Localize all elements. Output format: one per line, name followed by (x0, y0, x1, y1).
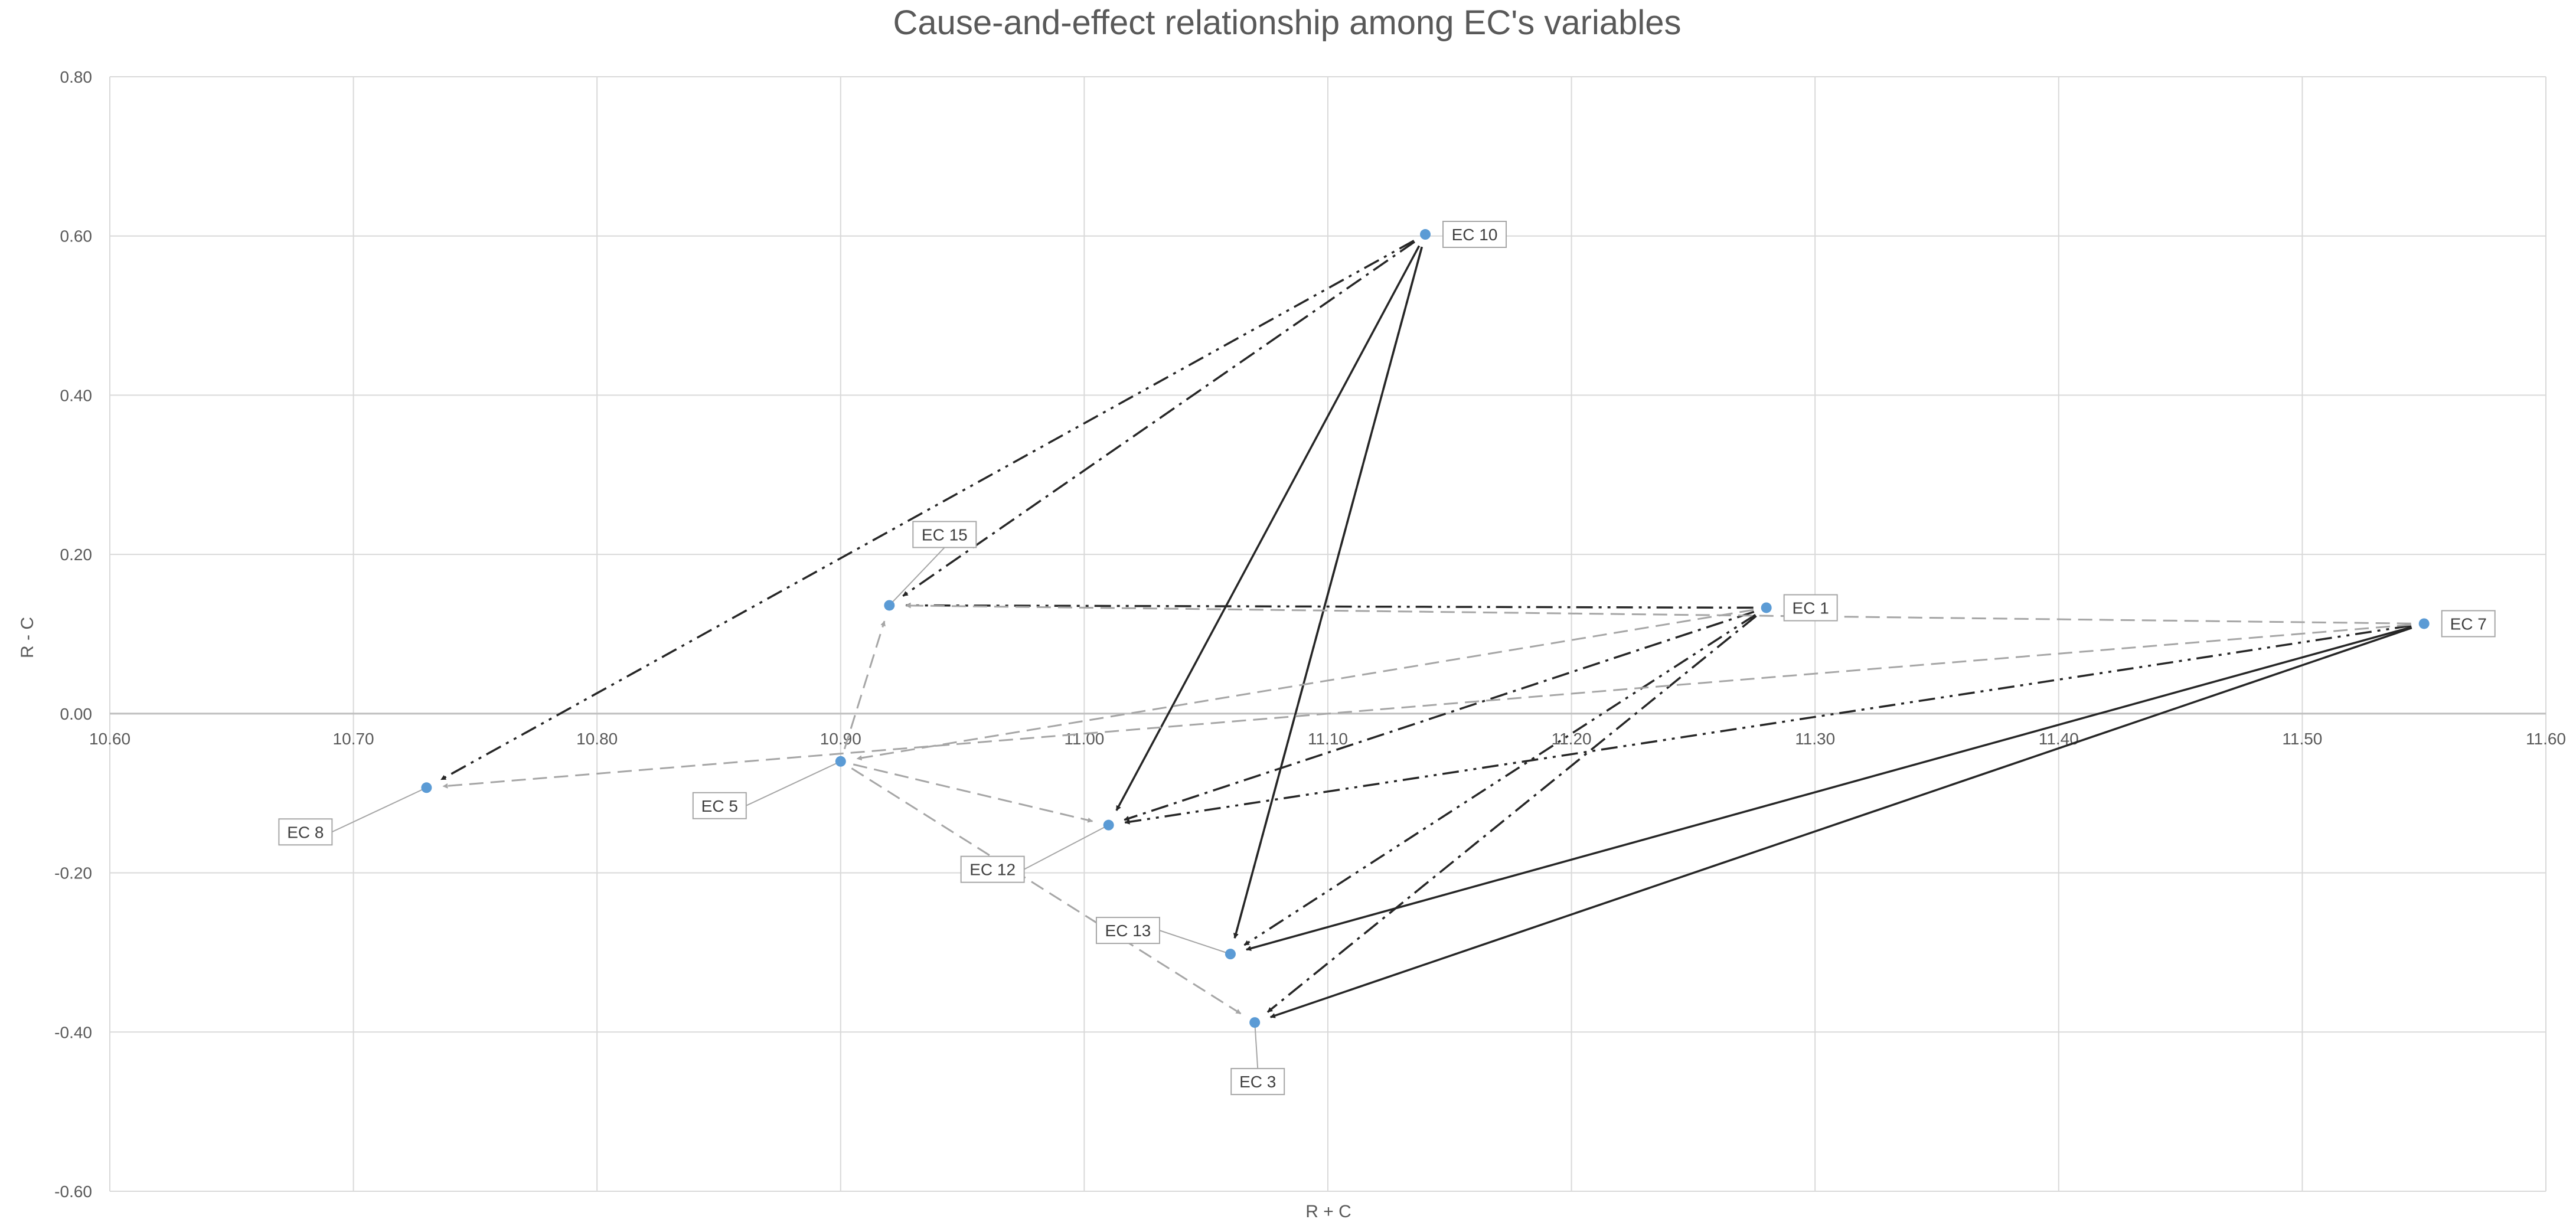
x-tick-label: 11.10 (1308, 730, 1348, 748)
data-label-ec-7: EC 7 (2450, 615, 2487, 633)
x-tick-label: 11.60 (2526, 730, 2566, 748)
leader-ec-5 (746, 760, 841, 806)
label-box-ec-5 (692, 792, 747, 819)
label-box-ec-13 (1095, 917, 1160, 945)
data-label-ec-5: EC 5 (701, 797, 738, 815)
arrow-ec-1-to-ec-3 (1266, 615, 1757, 1013)
leader-ec-8 (331, 787, 427, 833)
y-tick-label: 0.40 (60, 386, 93, 404)
arrow-ec-7-to-ec-3 (1269, 626, 2412, 1018)
y-tick-label: -0.40 (54, 1023, 92, 1041)
gridlines (109, 76, 2546, 1192)
x-tick-label: 10.60 (89, 730, 130, 748)
label-box-ec-8 (278, 818, 333, 846)
x-tick-label: 11.00 (1064, 730, 1104, 748)
arrow-ec-10-to-ec-12 (1115, 245, 1421, 811)
data-label-ec-13: EC 13 (1105, 921, 1151, 940)
arrow-ec-1-to-ec-5 (856, 609, 1754, 761)
relation-arrows (440, 240, 2412, 1018)
arrow-ec-5-to-ec-15 (843, 620, 886, 750)
point-ec-10 (1420, 229, 1431, 240)
arrow-ec-7-to-ec-8 (442, 623, 2411, 789)
data-label-ec-12: EC 12 (969, 861, 1016, 879)
point-ec-13 (1225, 949, 1236, 960)
x-tick-label: 10.80 (576, 730, 618, 748)
data-label-ec-10: EC 10 (1452, 226, 1498, 244)
label-box-ec-10 (1442, 221, 1507, 249)
label-box-ec-3 (1230, 1068, 1285, 1096)
label-box-ec-12 (960, 855, 1025, 883)
x-tick-label: 11.40 (2039, 730, 2079, 748)
y-tick-label: 0.60 (60, 227, 93, 246)
leader-ec-3 (1254, 1022, 1259, 1069)
y-tick-label: -0.20 (54, 864, 92, 883)
x-tick-label: 10.70 (333, 730, 374, 748)
arrow-ec-10-to-ec-8 (440, 240, 1415, 781)
arrow-ec-5-to-ec-3 (851, 767, 1242, 1015)
chart-title: Cause-and-effect relationship among EC's… (893, 4, 1681, 42)
data-label-ec-15: EC 15 (922, 525, 968, 544)
y-tick-label: 0.20 (60, 545, 93, 564)
arrow-ec-7-to-ec-12 (1124, 625, 2412, 825)
arrow-ec-1-to-ec-13 (1243, 613, 1756, 946)
label-box-ec-1 (1783, 594, 1838, 622)
y-tick-label: 0.00 (60, 705, 93, 723)
arrow-ec-10-to-ec-15 (902, 241, 1415, 597)
leader-ec-13 (1159, 930, 1231, 955)
point-ec-12 (1103, 819, 1114, 831)
arrow-ec-1-to-ec-12 (1124, 610, 1755, 821)
data-label-ec-8: EC 8 (287, 823, 324, 841)
point-ec-1 (1761, 602, 1772, 613)
arrow-ec-7-to-ec-15 (905, 603, 2411, 625)
point-ec-7 (2418, 618, 2430, 629)
x-tick-label: 11.50 (2282, 730, 2322, 748)
point-ec-15 (884, 600, 895, 611)
arrow-ec-7-to-ec-13 (1246, 626, 2412, 951)
label-leader-lines (331, 547, 1259, 1069)
x-tick-label: 11.30 (1795, 730, 1835, 748)
label-box-ec-7 (2441, 610, 2496, 638)
x-axis-tick-labels: 10.60 10.70 10.80 10.90 11.00 11.10 11.20 11.30… (89, 730, 2566, 748)
y-tick-label: -0.60 (54, 1182, 92, 1201)
x-tick-label: 11.20 (1552, 730, 1592, 748)
point-ec-3 (1249, 1017, 1261, 1028)
y-axis-title: R - C (18, 617, 37, 658)
x-tick-label: 10.90 (820, 730, 861, 748)
y-axis-tick-labels: 0.80 0.60 0.40 0.20 0.00 -0.20 -0.40 -0.60 (54, 68, 92, 1201)
x-axis-title: R + C (1305, 1202, 1351, 1221)
y-tick-label: 0.80 (60, 68, 93, 86)
data-points (421, 229, 2430, 1028)
arrow-ec-1-to-ec-15 (905, 603, 1754, 609)
leader-ec-15 (889, 547, 945, 606)
leader-ec-12 (1024, 824, 1109, 870)
arrow-ec-10-to-ec-13 (1233, 246, 1423, 939)
arrow-ec-5-to-ec-12 (853, 763, 1093, 823)
data-label-ec-1: EC 1 (1793, 599, 1829, 617)
point-ec-5 (835, 756, 846, 767)
label-box-ec-15 (912, 521, 977, 548)
point-ec-8 (421, 782, 432, 793)
data-labels: EC 1 EC 3 EC 5 EC 7 EC 8 EC 10 EC 12 EC 13 EC 15 (278, 221, 2496, 1096)
data-label-ec-3: EC 3 (1239, 1073, 1276, 1091)
